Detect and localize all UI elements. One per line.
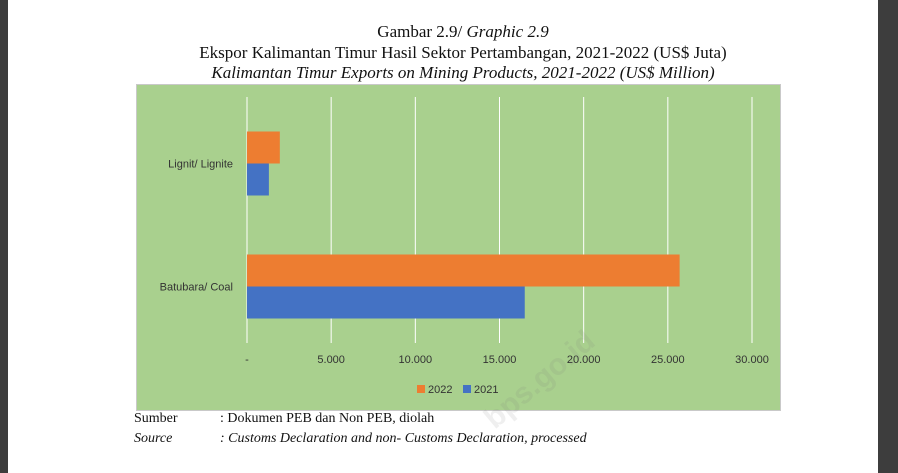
x-tick-label: 10.000 — [399, 354, 433, 366]
bar-2022-1 — [247, 254, 680, 287]
category-label: Batubara/ Coal — [160, 282, 233, 294]
figure-titles: Gambar 2.9/ Graphic 2.9 Ekspor Kalimanta… — [8, 21, 898, 83]
category-label: Lignit/ Lignite — [168, 159, 233, 171]
bar-2021-0 — [247, 163, 269, 196]
chart-area: - 5.000 10.000 15.000 20.000 25.000 30.000 Lign… — [136, 84, 781, 411]
x-tick-label: 30.000 — [735, 354, 769, 366]
legend-swatch-2022 — [417, 385, 425, 393]
figure-label-en: Graphic 2.9 — [466, 22, 549, 41]
legend-label-2022: 2022 — [428, 384, 452, 396]
source-label-id: Sumber — [134, 411, 178, 426]
legend-label-2021: 2021 — [474, 384, 498, 396]
bar-2021-1 — [247, 286, 525, 319]
legend-swatch-2021 — [463, 385, 471, 393]
bar-2022-0 — [247, 131, 280, 164]
source-label-en: Source — [134, 431, 173, 446]
source-text-id: : Dokumen PEB dan Non PEB, diolah — [220, 411, 435, 426]
source-text-en: : Customs Declaration and non- Customs D… — [220, 431, 587, 446]
x-tick-label: 5.000 — [317, 354, 345, 366]
source-row-id: Sumber : Dokumen PEB dan Non PEB, diolah — [134, 411, 434, 427]
x-tick-label: 15.000 — [483, 354, 517, 366]
document-page: Gambar 2.9/ Graphic 2.9 Ekspor Kalimanta… — [8, 0, 878, 473]
viewer-scrollbar-area[interactable] — [878, 0, 898, 473]
figure-label-id: Gambar 2.9/ — [377, 22, 467, 41]
chart-title: Ekspor Kalimantan Timur Hasil Sektor Per… — [199, 43, 727, 62]
source-row-en: Source : Customs Declaration and non- Cus… — [134, 431, 587, 447]
x-tick-label: 25.000 — [651, 354, 685, 366]
x-tick-label: - — [245, 354, 249, 366]
chart-subtitle: Kalimantan Timur Exports on Mining Produ… — [211, 63, 715, 82]
figure-label: Gambar 2.9/ Graphic 2.9 — [8, 21, 898, 42]
bar-chart: - 5.000 10.000 15.000 20.000 25.000 30.000 Lign… — [160, 97, 769, 396]
x-tick-label: 20.000 — [567, 354, 601, 366]
